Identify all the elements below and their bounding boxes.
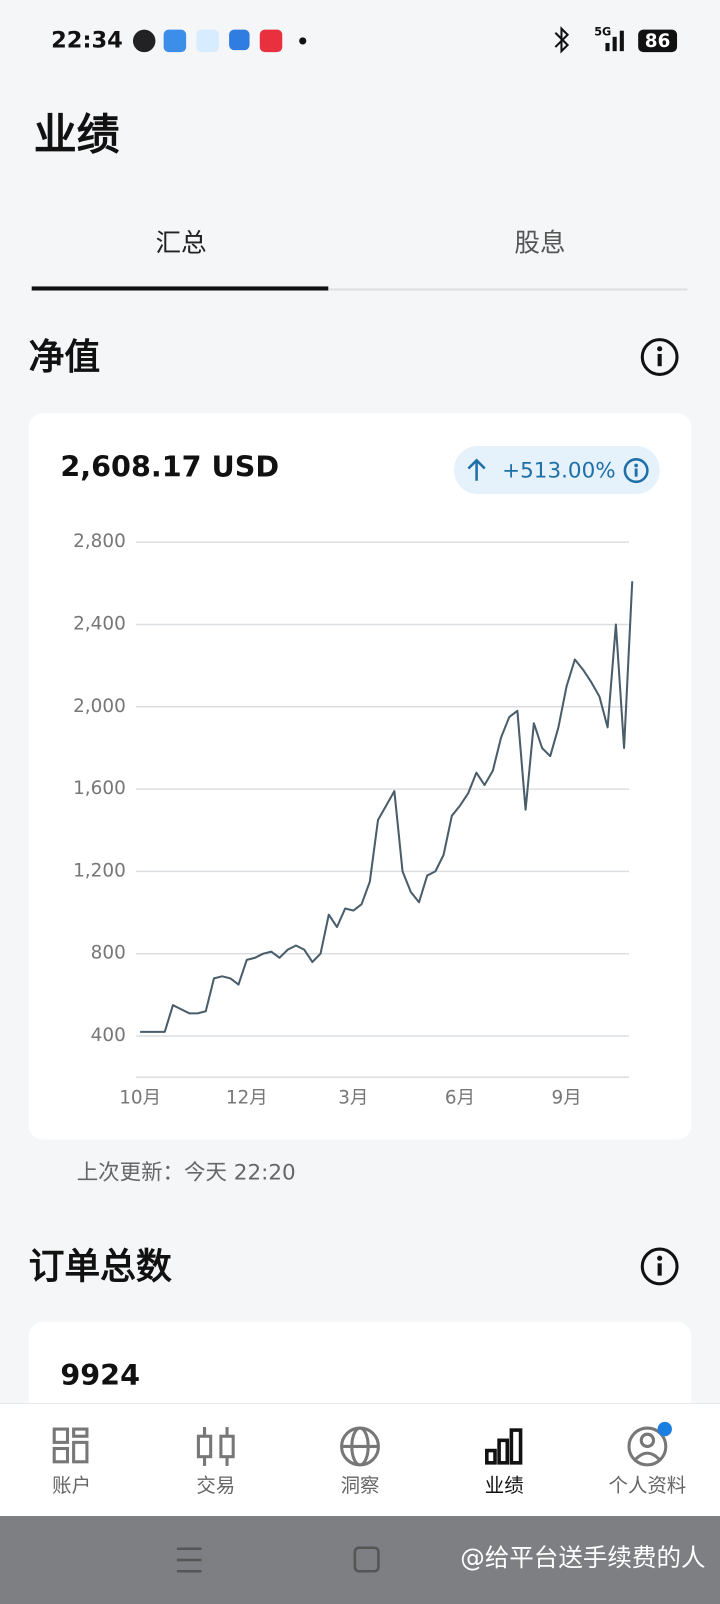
tab-indicator [31,286,329,291]
app-icon [196,29,219,53]
nav-label[interactable]: 账户 [52,1474,91,1497]
y-tick-label: 1,600 [73,778,126,799]
info-button[interactable] [640,338,679,376]
change-percent: +513.00% [502,459,616,484]
x-tick-label: 12月 [226,1088,268,1109]
network-type: 5G [594,26,611,39]
nav-icon [52,1427,89,1464]
system-button[interactable] [176,1547,202,1573]
nav-label[interactable]: 个人资料 [609,1474,687,1497]
nav-label[interactable]: 洞察 [341,1474,380,1497]
y-tick-label: 1,200 [73,860,126,881]
battery [638,29,678,53]
app-icon [229,29,250,51]
last-updated: 上次更新：今天 22:20 [77,1160,296,1185]
section-title: 净值 [29,337,101,378]
nav-label[interactable]: 业绩 [485,1474,524,1497]
system-button[interactable] [353,1546,380,1573]
nav-icon [485,1428,523,1465]
app-icon [163,29,187,53]
notification-dot [299,37,307,45]
x-tick-label: 6月 [445,1088,475,1109]
up-arrow [467,458,486,481]
y-tick-label: 400 [91,1025,126,1046]
tab[interactable]: 汇总 [155,228,206,258]
card [28,413,692,1140]
badge-dot [657,1421,672,1437]
app-icon [259,29,283,53]
battery-level: 86 [645,31,671,52]
nav-label[interactable]: 交易 [196,1474,235,1497]
bottom-nav [0,1403,720,1517]
nav-icon [340,1426,380,1467]
page-title: 业绩 [34,111,120,161]
info-button[interactable] [640,1247,679,1286]
y-tick-label: 800 [91,943,126,964]
section-title: 订单总数 [29,1246,172,1287]
tab[interactable]: 股息 [514,228,565,258]
signal-icon [605,30,624,52]
status-time: 22:34 [51,27,123,53]
order-count: 9924 [60,1358,140,1392]
x-tick-label: 10月 [119,1088,161,1109]
bluetooth-icon [554,26,570,54]
y-tick-label: 2,000 [73,696,126,717]
nav-icon [196,1427,235,1466]
nav-icon [627,1426,668,1467]
x-tick-label: 9月 [552,1088,582,1109]
change-badge [454,446,660,495]
y-tick-label: 2,400 [73,613,126,634]
info-icon[interactable] [623,458,649,484]
system-bar [0,1516,720,1604]
net-value-chart: 400 800 1,200 1,600 2,000 2,400 2,800 10月 12月 3月 6… [73,531,634,1109]
line-series [140,581,634,1033]
watermark: @给平台送手续费的人 [460,1543,705,1572]
net-value-amount: 2,608.17 USD [60,450,279,484]
y-tick-label: 2,800 [73,531,126,552]
app-icon [132,29,156,53]
x-tick-label: 3月 [338,1088,368,1109]
